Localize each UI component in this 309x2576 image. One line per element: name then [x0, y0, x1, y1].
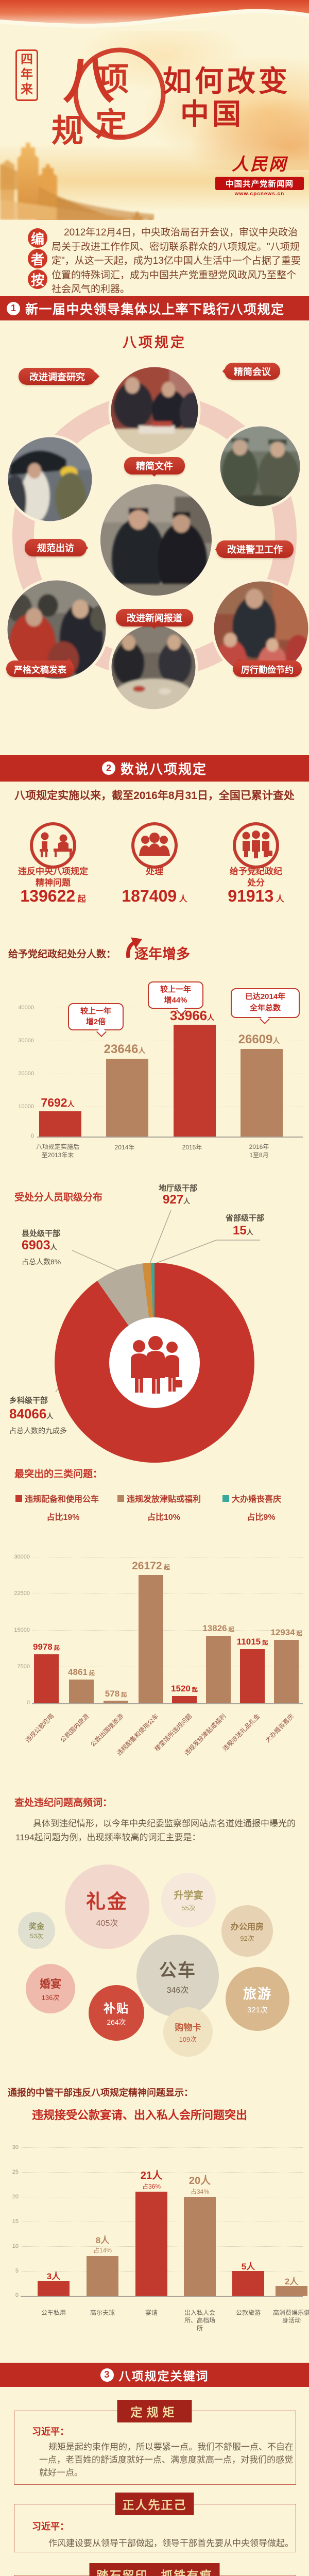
svg-text:规: 规 [52, 114, 83, 149]
svg-text:定: 定 [95, 107, 127, 143]
svg-text:八: 八 [63, 52, 115, 109]
svg-text:项: 项 [97, 62, 129, 97]
